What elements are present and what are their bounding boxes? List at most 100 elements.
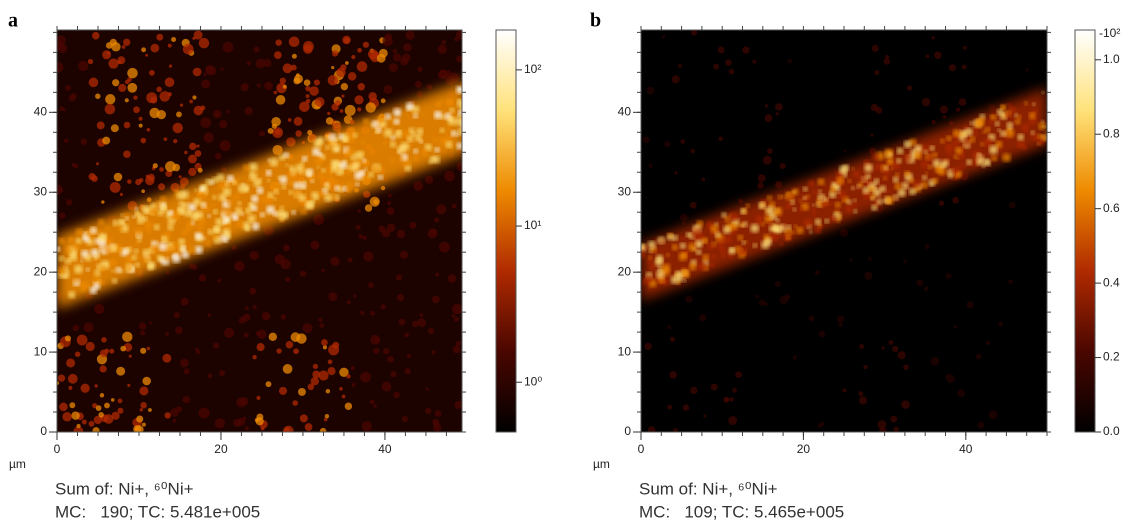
- band-speckle: [680, 237, 685, 241]
- band-speckle: [913, 180, 922, 189]
- band-speckle: [740, 208, 746, 215]
- band-speckle: [176, 191, 185, 200]
- image-speckle: [283, 244, 290, 252]
- image-speckle: [339, 109, 344, 113]
- band-speckle: [860, 176, 867, 182]
- band-speckle: [701, 237, 708, 244]
- band-speckle: [908, 187, 917, 196]
- image-speckle: [222, 41, 234, 53]
- image-speckle: [254, 417, 260, 423]
- band-speckle: [69, 253, 78, 262]
- band-speckle: [785, 202, 793, 210]
- image-speckle: [244, 426, 249, 431]
- image-speckle: [310, 240, 320, 250]
- band-speckle: [1032, 102, 1036, 107]
- image-speckle: [752, 59, 757, 64]
- image-speckle: [282, 364, 293, 374]
- band-speckle: [439, 127, 445, 133]
- band-speckle: [973, 131, 979, 137]
- image-speckle: [282, 84, 287, 89]
- image-speckle: [120, 345, 127, 352]
- band-speckle: [995, 140, 1003, 148]
- band-speckle: [300, 208, 308, 215]
- band-speckle: [853, 198, 857, 203]
- image-speckle: [127, 383, 131, 387]
- band-speckle: [872, 188, 881, 197]
- image-speckle: [388, 63, 398, 72]
- band-speckle: [328, 133, 337, 141]
- band-speckle: [954, 172, 961, 179]
- image-speckle: [139, 408, 144, 412]
- band-speckle: [456, 142, 462, 150]
- image-speckle: [916, 279, 924, 287]
- band-speckle: [937, 167, 946, 176]
- image-speckle: [303, 79, 311, 86]
- image-speckle: [942, 115, 947, 119]
- image-speckle: [681, 221, 686, 225]
- band-speckle: [344, 168, 352, 176]
- band-speckle: [346, 165, 351, 170]
- image-speckle: [140, 402, 147, 409]
- image-speckle: [732, 387, 738, 393]
- image-speckle: [690, 30, 698, 36]
- image-speckle: [386, 223, 396, 232]
- band-speckle: [291, 210, 296, 215]
- image-speckle: [346, 374, 351, 379]
- band-speckle: [457, 113, 461, 118]
- band-speckle: [896, 158, 902, 164]
- band-speckle: [952, 129, 961, 138]
- image-speckle: [925, 54, 930, 59]
- image-speckle: [387, 355, 394, 363]
- ion-image: [641, 30, 1047, 432]
- band-speckle: [901, 182, 909, 190]
- image-speckle: [1008, 279, 1013, 285]
- image-speckle: [307, 383, 315, 391]
- image-speckle: [123, 38, 131, 46]
- image-speckle: [729, 397, 735, 402]
- colorbar-tick-label: 0.2: [1103, 350, 1120, 364]
- image-speckle: [414, 80, 422, 88]
- band-speckle: [413, 155, 420, 162]
- image-speckle: [94, 303, 105, 315]
- band-speckle: [347, 126, 356, 135]
- band-speckle: [374, 129, 380, 134]
- image-speckle: [647, 426, 656, 432]
- image-speckle: [881, 346, 885, 350]
- band-speckle: [149, 207, 158, 216]
- band-speckle: [1040, 120, 1045, 124]
- image-speckle: [437, 44, 447, 54]
- image-speckle: [416, 91, 423, 98]
- image-speckle: [138, 116, 143, 121]
- image-speckle: [219, 140, 231, 152]
- ion-image: [57, 30, 462, 432]
- image-speckle: [164, 412, 171, 419]
- image-speckle: [291, 53, 297, 59]
- image-speckle: [198, 37, 210, 49]
- band-speckle: [708, 243, 715, 250]
- image-speckle: [178, 175, 182, 179]
- image-speckle: [87, 58, 94, 65]
- image-speckle: [842, 388, 847, 393]
- band-speckle: [347, 187, 352, 192]
- image-speckle: [325, 117, 334, 125]
- band-speckle: [817, 189, 822, 194]
- caption-line: Sum of: Ni+, ⁶⁰Ni+: [55, 479, 194, 498]
- y-tick-label: 20: [34, 264, 48, 278]
- band-speckle: [120, 213, 124, 217]
- colorbar: [495, 29, 517, 433]
- band-speckle: [811, 203, 816, 207]
- image-speckle: [290, 332, 301, 342]
- image-speckle: [135, 425, 144, 432]
- band-speckle: [927, 164, 933, 170]
- band-speckle: [324, 193, 333, 202]
- colorbar-tick-label: 10²: [524, 62, 541, 76]
- band-speckle: [682, 249, 686, 253]
- image-speckle: [396, 229, 406, 239]
- image-speckle: [906, 85, 913, 91]
- band-speckle: [393, 108, 402, 117]
- band-speckle: [1030, 130, 1035, 135]
- image-speckle: [404, 332, 409, 338]
- image-speckle: [363, 190, 371, 198]
- band-speckle: [115, 266, 122, 273]
- band-speckle: [124, 216, 129, 221]
